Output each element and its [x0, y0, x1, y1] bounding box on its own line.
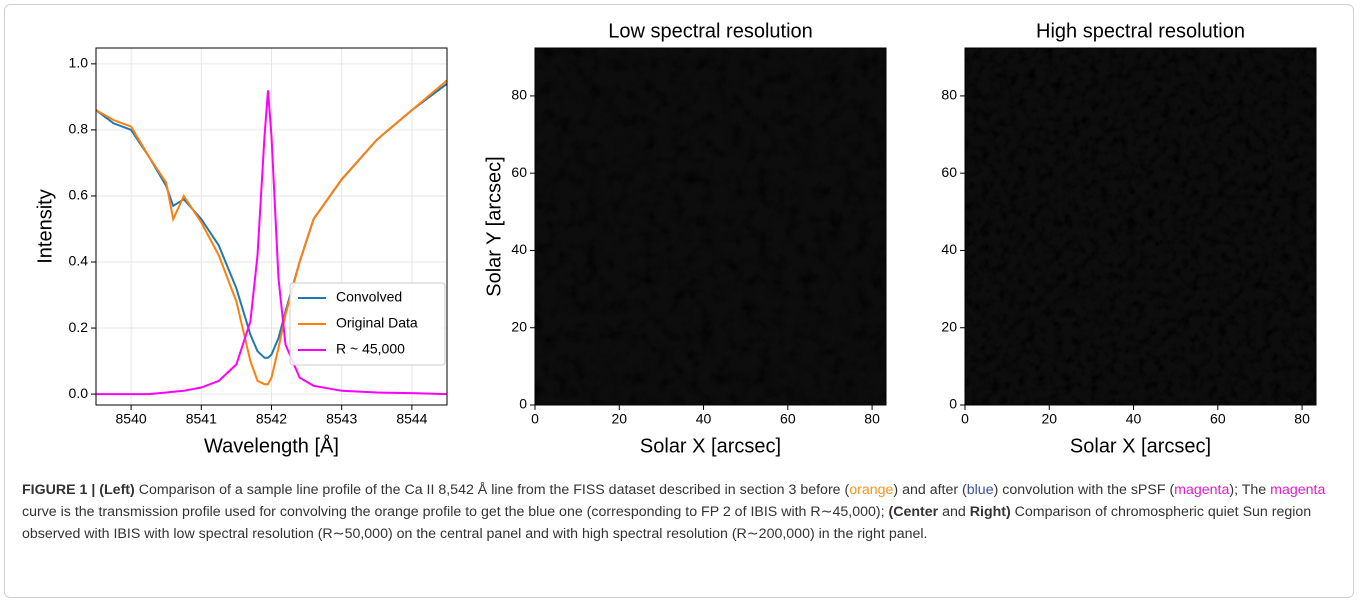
y-tick-label: 0.8 — [69, 121, 89, 137]
x-tick-label: 80 — [864, 411, 880, 427]
x-axis-label: Solar X [arcsec] — [1070, 435, 1211, 457]
x-axis-label: Wavelength [Å] — [204, 434, 339, 457]
x-tick-label: 8540 — [116, 411, 147, 427]
caption-text: FIGURE 1 | (Left) — [22, 482, 135, 498]
line-series — [96, 79, 447, 386]
x-tick-label: 8542 — [256, 411, 287, 427]
x-tick-label: 20 — [1041, 411, 1057, 427]
caption-text: magenta — [1270, 482, 1326, 498]
x-tick-label: 8543 — [326, 411, 357, 427]
x-tick-label: 60 — [780, 411, 796, 427]
legend-label: Original Data — [336, 315, 418, 331]
x-axis-label: Solar X [arcsec] — [640, 435, 781, 457]
figure: Convolved Original Data R ~ 45,000 8540 8541… — [34, 20, 1317, 457]
y-tick-label: 0.0 — [69, 385, 89, 401]
caption-text: Right) — [969, 504, 1011, 520]
caption-text: (Center — [888, 504, 939, 520]
caption-text: ) and after ( — [893, 482, 967, 498]
y-tick-label: 0 — [519, 396, 527, 412]
caption-text: orange — [849, 482, 894, 498]
caption-text: curve is the transmission profile used f… — [22, 504, 889, 520]
x-tick-label: 0 — [531, 411, 539, 427]
y-tick-label: 1.0 — [69, 55, 89, 71]
x-tick-label: 8541 — [186, 411, 217, 427]
x-tick-label: 0 — [961, 411, 969, 427]
line-series — [96, 90, 447, 396]
y-tick-label: 80 — [941, 87, 957, 103]
x-tick-label: 60 — [1210, 411, 1226, 427]
chart-title: Low spectral resolution — [608, 20, 813, 42]
axes-frame — [964, 47, 1317, 406]
y-tick-label: 0 — [949, 396, 957, 412]
y-tick-label: 80 — [511, 87, 527, 103]
y-tick-label: 20 — [941, 318, 957, 334]
y-tick-label: 40 — [511, 241, 527, 257]
legend-box — [289, 282, 446, 366]
y-axis-label: Solar Y [arcsec] — [483, 156, 505, 296]
legend-label: Convolved — [336, 289, 402, 305]
y-axis-label: Intensity — [34, 189, 56, 263]
caption-text: Comparison of a sample line profile of t… — [134, 482, 850, 498]
y-tick-label: 20 — [511, 318, 527, 334]
x-tick-label: 8544 — [396, 411, 427, 427]
figure-frame — [4, 4, 1354, 598]
legend-label: R ~ 45,000 — [336, 341, 405, 357]
caption-text: blue — [966, 482, 994, 498]
caption-text: ) convolution with the sPSF ( — [993, 482, 1175, 498]
y-tick-label: 0.6 — [69, 187, 89, 203]
y-tick-label: 60 — [941, 164, 957, 180]
caption-text: ); The — [1229, 482, 1271, 498]
caption-text: and — [938, 504, 970, 520]
y-tick-label: 0.4 — [69, 253, 89, 269]
x-tick-label: 40 — [1126, 411, 1142, 427]
image-texture — [965, 48, 1316, 405]
caption: FIGURE 1 | (Left) Comparison of a sample… — [22, 479, 1340, 545]
y-tick-label: 40 — [941, 241, 957, 257]
caption-text: magenta — [1174, 482, 1230, 498]
y-tick-label: 0.2 — [69, 319, 89, 335]
axes-frame — [534, 47, 887, 406]
caption-text: Comparison of chromospheric quiet Sun re… — [22, 504, 1312, 542]
x-tick-label: 40 — [696, 411, 712, 427]
y-tick-label: 60 — [511, 164, 527, 180]
image-texture — [535, 48, 886, 405]
chart-title: High spectral resolution — [1036, 20, 1245, 42]
x-tick-label: 20 — [611, 411, 627, 427]
x-tick-label: 80 — [1294, 411, 1310, 427]
